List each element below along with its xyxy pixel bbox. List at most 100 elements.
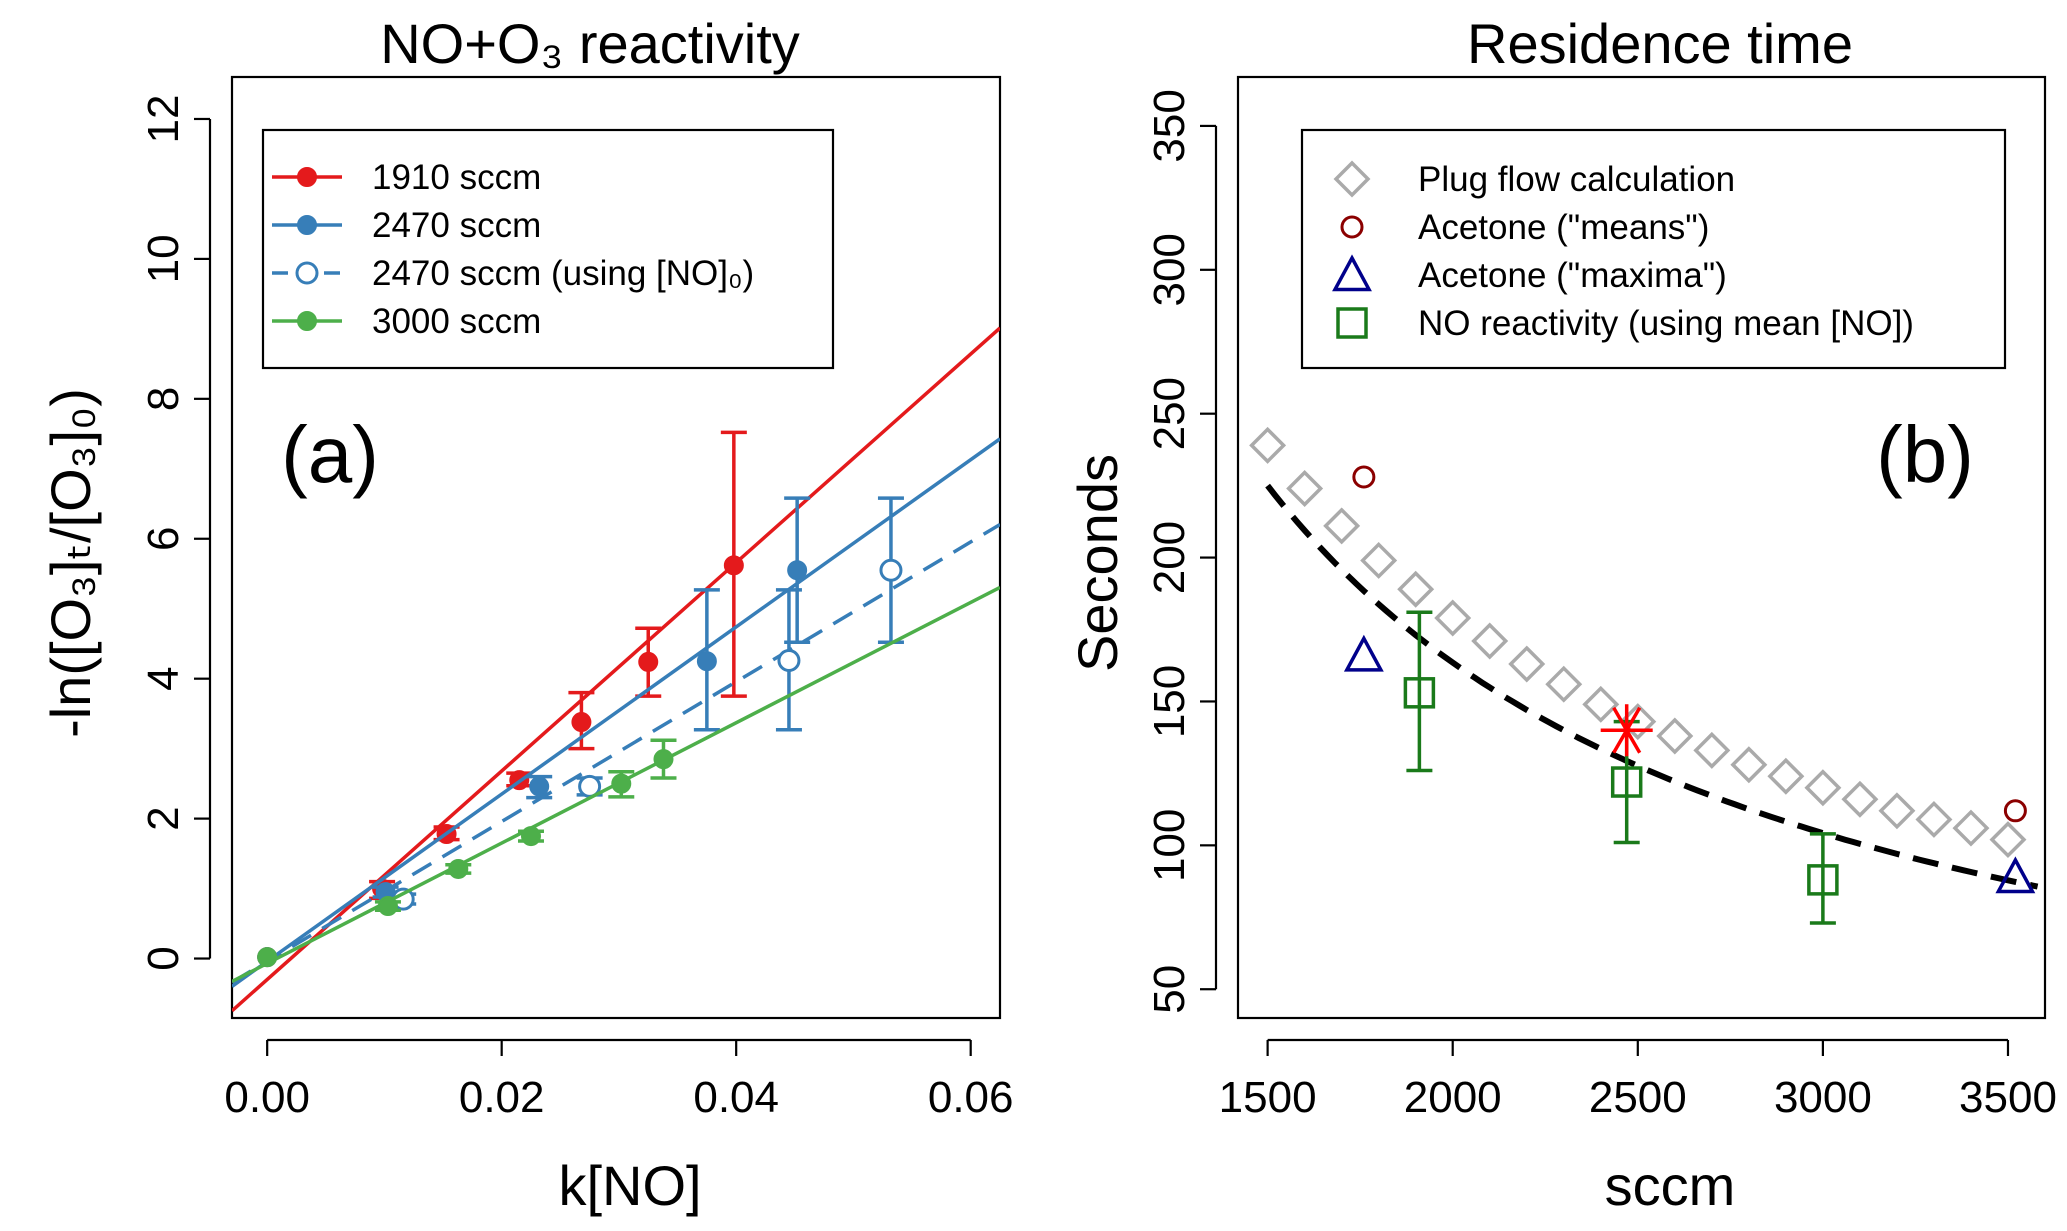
data-point <box>1952 809 1990 847</box>
data-point <box>1360 541 1398 579</box>
panel-b-x-axis-title: sccm <box>1605 1154 1736 1217</box>
panel-a-y-tick-label: 8 <box>139 387 188 411</box>
panel-a-x-axis-title: k[NO] <box>558 1154 701 1217</box>
panel-b-y-tick-label: 250 <box>1145 377 1194 450</box>
panel-a-y-tick-label: 0 <box>139 946 188 970</box>
legend-marker <box>297 311 317 331</box>
legend-marker <box>297 215 317 235</box>
data-point <box>1582 685 1620 723</box>
data-point <box>1249 426 1287 464</box>
data-point <box>1767 757 1805 795</box>
data-point <box>1610 766 1643 798</box>
legend-label: 1910 sccm <box>372 158 541 197</box>
legend-label: NO reactivity (using mean [NO]) <box>1418 304 1914 343</box>
data-point <box>1656 717 1694 755</box>
panel-b-y-tick-label: 350 <box>1145 89 1194 162</box>
data-point <box>1915 800 1953 838</box>
panel-a-y-tick-label: 10 <box>139 234 188 283</box>
data-point <box>377 896 398 917</box>
data-point <box>448 858 469 879</box>
data-point <box>571 712 592 733</box>
legend-marker <box>1333 160 1371 198</box>
panel-b-legend: Plug flow calculation Acetone ("means") Ac… <box>1300 128 2007 370</box>
panel-a-plot-area <box>232 326 1000 1013</box>
data-point <box>879 558 903 582</box>
data-point <box>1693 731 1731 769</box>
panel-b-y-tick-label: 300 <box>1145 233 1194 306</box>
data-point <box>1841 780 1879 818</box>
data-point <box>2003 799 2027 823</box>
panel-a-x-tick-label: 0.00 <box>224 1073 310 1122</box>
panel-a-y-tick-label: 12 <box>139 95 188 144</box>
series-2470-sccm-using-no- <box>232 496 1000 984</box>
data-point <box>638 651 659 672</box>
legend-marker <box>295 261 319 285</box>
data-point <box>1804 769 1842 807</box>
panel-a-title: NO+O₃ reactivity <box>380 12 800 75</box>
fit-line <box>232 522 1000 984</box>
legend-entry: Acetone ("means") <box>1340 208 1709 247</box>
legend-entry: Acetone ("maxima") <box>1332 254 1727 295</box>
panel-b-x-tick-label: 2500 <box>1589 1073 1687 1122</box>
panel-b-y-tick-label: 200 <box>1145 521 1194 594</box>
legend-entry: Plug flow calculation <box>1333 160 1735 199</box>
legend-marker <box>1340 215 1364 239</box>
fit-line <box>232 437 1000 988</box>
error-bar <box>1406 610 1433 773</box>
panel-a-x-tick-label: 0.06 <box>928 1073 1014 1122</box>
data-point <box>1323 507 1361 545</box>
data-point <box>1545 665 1583 703</box>
panel-a-y-tick-label: 6 <box>139 527 188 551</box>
data-point <box>777 648 801 672</box>
legend-label: Acetone ("means") <box>1418 208 1709 247</box>
data-point <box>723 555 744 576</box>
series-no-reactivity <box>1403 610 1839 925</box>
data-point <box>1397 570 1435 608</box>
data-point <box>611 773 632 794</box>
panel-a-x-tick-label: 0.02 <box>459 1073 545 1122</box>
panel-a-y-axis-title: -ln([O₃]ₜ/[O₃]₀) <box>39 388 102 738</box>
asterisk-marker <box>1600 704 1653 757</box>
data-point <box>1989 821 2027 859</box>
legend-label: Plug flow calculation <box>1418 160 1735 199</box>
legend-marker <box>1332 254 1372 292</box>
data-point <box>696 651 717 672</box>
panel-b-x-tick-label: 2000 <box>1404 1073 1502 1122</box>
data-point <box>520 826 541 847</box>
panel-b-plot-area <box>1249 426 2039 925</box>
legend-box <box>261 128 835 370</box>
legend-entry: 2470 sccm (using [NO]₀) <box>272 254 754 293</box>
data-point <box>1343 634 1384 672</box>
legend-label: Acetone ("maxima") <box>1418 256 1727 295</box>
panel-a-y-tick-label: 4 <box>139 666 188 690</box>
data-point <box>1807 864 1839 896</box>
panel-b-y-tick-label: 100 <box>1145 809 1194 882</box>
panel-b-y-tick-label: 50 <box>1145 965 1194 1014</box>
panel-b: Residence time (b) sccm Seconds Plug flo… <box>1066 12 2057 1217</box>
panel-b-y-tick-label: 150 <box>1145 665 1194 738</box>
series-2470-sccm <box>232 437 1000 988</box>
power-fit-line <box>1265 483 2039 890</box>
error-bar <box>1809 832 1836 925</box>
data-point <box>1352 465 1376 489</box>
data-point <box>1508 645 1546 683</box>
data-point <box>1471 622 1509 660</box>
panel-a: NO+O₃ reactivity (a) k[NO] -ln([O₃]ₜ/[O₃… <box>39 12 1014 1217</box>
legend-label: 2470 sccm (using [NO]₀) <box>372 254 754 293</box>
data-point <box>1878 792 1916 830</box>
series-acetone-maxima <box>1343 634 2036 894</box>
data-point <box>1286 470 1324 507</box>
legend-marker <box>297 167 317 187</box>
legend-entry: NO reactivity (using mean [NO]) <box>1336 304 1914 343</box>
legend-entry: 2470 sccm <box>272 206 541 245</box>
legend-entry: 3000 sccm <box>272 302 541 341</box>
panel-a-x-tick-label: 0.04 <box>693 1073 779 1122</box>
data-point <box>1730 746 1768 784</box>
panel-b-x-tick-label: 1500 <box>1219 1073 1317 1122</box>
series-acetone-means <box>1352 465 2027 823</box>
data-point <box>653 749 674 770</box>
panel-b-y-axis-title: Seconds <box>1066 454 1129 672</box>
panel-b-label: (b) <box>1876 410 1974 499</box>
data-point <box>1995 856 2036 894</box>
